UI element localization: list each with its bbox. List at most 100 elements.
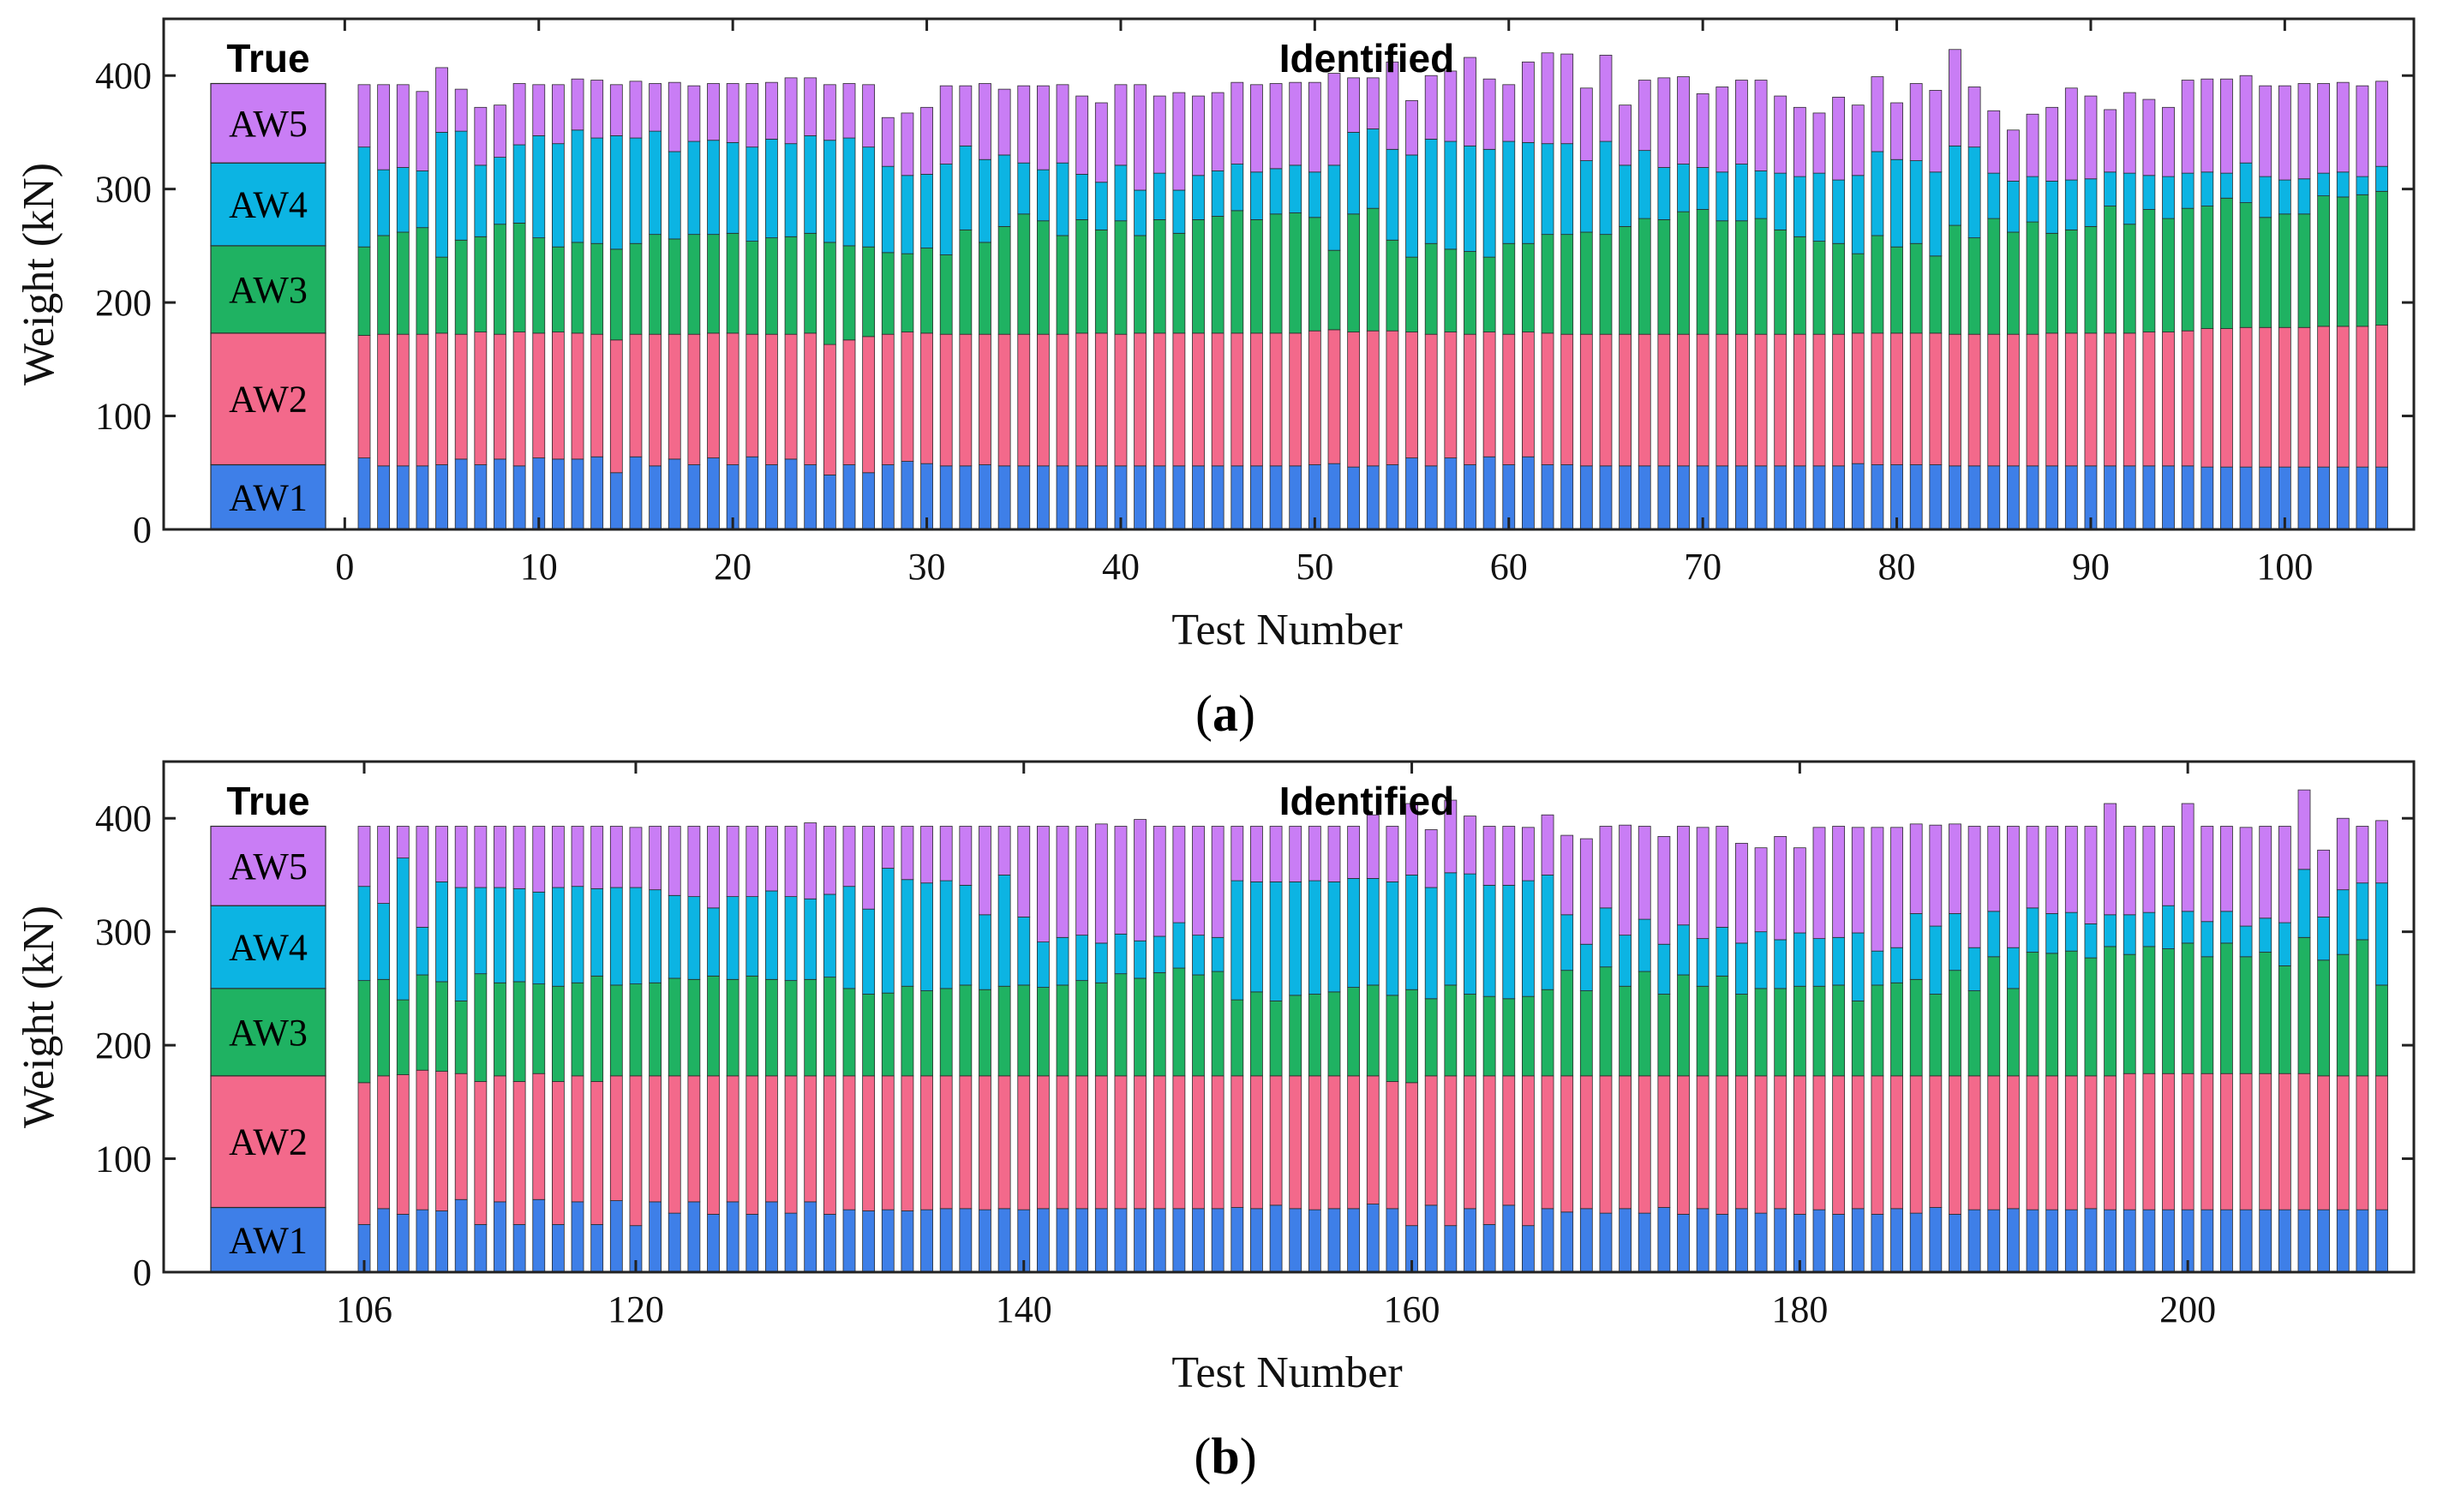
- x-tick-label: 70: [1684, 546, 1721, 588]
- bar-aw4-test-5: [435, 132, 448, 258]
- bar-aw3-test-32: [959, 229, 973, 335]
- bar-aw4-test-199: [2162, 905, 2175, 949]
- bar-aw1-test-186: [1909, 1212, 1923, 1273]
- bar-aw5-test-80: [1890, 102, 1903, 160]
- bar-aw3-test-200: [2181, 942, 2194, 1074]
- bar-aw2-test-6: [454, 333, 468, 460]
- bar-aw1-test-25: [823, 475, 836, 530]
- bar-aw4-test-147: [1153, 935, 1166, 973]
- bar-aw4-test-63: [1560, 143, 1574, 236]
- bar-aw2-test-108: [396, 1074, 410, 1215]
- bar-aw1-test-95: [2181, 465, 2194, 530]
- bar-aw2-test-117: [571, 1075, 584, 1203]
- bar-aw4-test-2: [377, 169, 391, 236]
- bar-aw2-test-154: [1289, 1075, 1302, 1210]
- bar-aw2-test-173: [1657, 1075, 1671, 1208]
- bar-aw2-test-129: [804, 1075, 817, 1203]
- bar-aw1-test-122: [668, 1212, 681, 1273]
- bar-aw1-test-65: [1599, 465, 1613, 530]
- bar-aw3-test-19: [707, 234, 720, 334]
- bar-aw4-test-120: [629, 887, 643, 984]
- bar-aw4-test-182: [1832, 936, 1846, 986]
- bar-aw2-test-38: [1075, 332, 1089, 467]
- bar-aw2-test-159: [1386, 1081, 1399, 1210]
- bar-aw2-test-10: [532, 332, 546, 458]
- bar-aw3-test-78: [1851, 253, 1865, 334]
- bar-aw4-test-209: [2356, 882, 2369, 941]
- bar-aw3-test-131: [842, 988, 856, 1077]
- bar-aw4-test-82: [1929, 171, 1943, 257]
- bar-aw3-test-199: [2162, 948, 2175, 1074]
- bar-aw4-test-164: [1482, 884, 1496, 997]
- bar-aw5-test-148: [1172, 826, 1186, 923]
- bar-aw1-test-115: [532, 1198, 546, 1273]
- bar-aw5-test-61: [1522, 61, 1535, 143]
- bar-aw3-test-90: [2084, 225, 2098, 334]
- panel-b-bars: [357, 789, 2388, 1273]
- bar-aw1-test-209: [2356, 1209, 2369, 1273]
- bar-aw4-test-97: [2220, 172, 2233, 199]
- bar-aw2-test-152: [1250, 1075, 1263, 1210]
- bar-aw5-test-12: [571, 78, 584, 131]
- bar-aw4-test-24: [804, 135, 817, 234]
- bar-aw2-test-199: [2162, 1073, 2175, 1210]
- bar-aw1-test-182: [1832, 1214, 1846, 1273]
- bar-aw4-test-143: [1075, 935, 1089, 982]
- bar-aw4-test-124: [707, 907, 720, 977]
- bar-aw5-test-72: [1735, 80, 1748, 164]
- bar-aw2-test-4: [416, 333, 429, 467]
- bar-aw4-test-4: [416, 170, 429, 229]
- bar-aw1-test-197: [2123, 1209, 2136, 1273]
- bar-aw1-test-66: [1619, 465, 1632, 530]
- bar-aw1-test-87: [2026, 465, 2039, 530]
- bar-aw4-test-71: [1715, 171, 1729, 222]
- bar-aw5-test-22: [765, 81, 778, 140]
- bar-aw2-test-191: [2006, 1075, 2020, 1210]
- bar-aw5-test-177: [1735, 842, 1748, 944]
- bar-aw3-test-17: [668, 238, 681, 335]
- bar-aw1-test-130: [823, 1214, 836, 1273]
- bar-aw2-test-28: [881, 333, 895, 465]
- bar-aw4-test-86: [2006, 180, 2020, 233]
- bar-aw3-test-13: [590, 242, 604, 335]
- bar-aw3-test-22: [765, 237, 778, 335]
- bar-aw2-test-25: [823, 344, 836, 475]
- bar-aw1-test-142: [1056, 1208, 1069, 1273]
- bar-aw1-test-82: [1929, 464, 1943, 530]
- bar-aw4-test-114: [512, 887, 526, 983]
- bar-aw2-test-86: [2006, 333, 2020, 467]
- bar-aw2-test-77: [1832, 333, 1846, 467]
- bar-aw3-test-40: [1114, 220, 1128, 335]
- bar-aw5-test-208: [2336, 817, 2350, 891]
- bar-aw3-test-87: [2026, 221, 2039, 335]
- bar-aw4-test-23: [784, 143, 798, 237]
- x-tick-label: 30: [908, 546, 946, 588]
- bar-aw4-test-10: [532, 135, 546, 239]
- bar-aw5-test-30: [920, 106, 933, 175]
- bar-aw4-test-172: [1638, 918, 1651, 972]
- bar-aw3-test-140: [1017, 984, 1031, 1077]
- bar-aw3-test-132: [862, 994, 876, 1077]
- bar-aw4-test-158: [1366, 878, 1380, 986]
- bar-aw5-test-140: [1017, 826, 1031, 917]
- bar-aw3-test-173: [1657, 994, 1671, 1077]
- x-tick-label: 80: [1878, 546, 1916, 588]
- bar-aw2-test-39: [1094, 332, 1108, 467]
- bar-aw1-test-133: [881, 1209, 895, 1273]
- bar-aw4-test-70: [1696, 167, 1709, 210]
- bar-aw3-test-159: [1386, 995, 1399, 1082]
- bar-aw5-test-135: [920, 826, 933, 884]
- bar-aw2-test-56: [1424, 333, 1438, 467]
- bar-aw1-test-29: [901, 461, 914, 530]
- bar-aw1-test-62: [1541, 464, 1554, 530]
- bar-aw3-test-61: [1522, 242, 1535, 332]
- bar-aw5-test-93: [2142, 99, 2156, 176]
- bar-aw4-test-208: [2336, 889, 2350, 955]
- bar-aw5-test-203: [2239, 827, 2253, 927]
- bar-aw3-test-62: [1541, 234, 1554, 334]
- bar-aw1-test-112: [474, 1223, 488, 1273]
- bar-aw2-test-66: [1619, 333, 1632, 467]
- bar-aw2-test-96: [2200, 328, 2214, 468]
- bar-aw5-test-29: [901, 112, 914, 176]
- bar-aw5-test-185: [1890, 827, 1903, 948]
